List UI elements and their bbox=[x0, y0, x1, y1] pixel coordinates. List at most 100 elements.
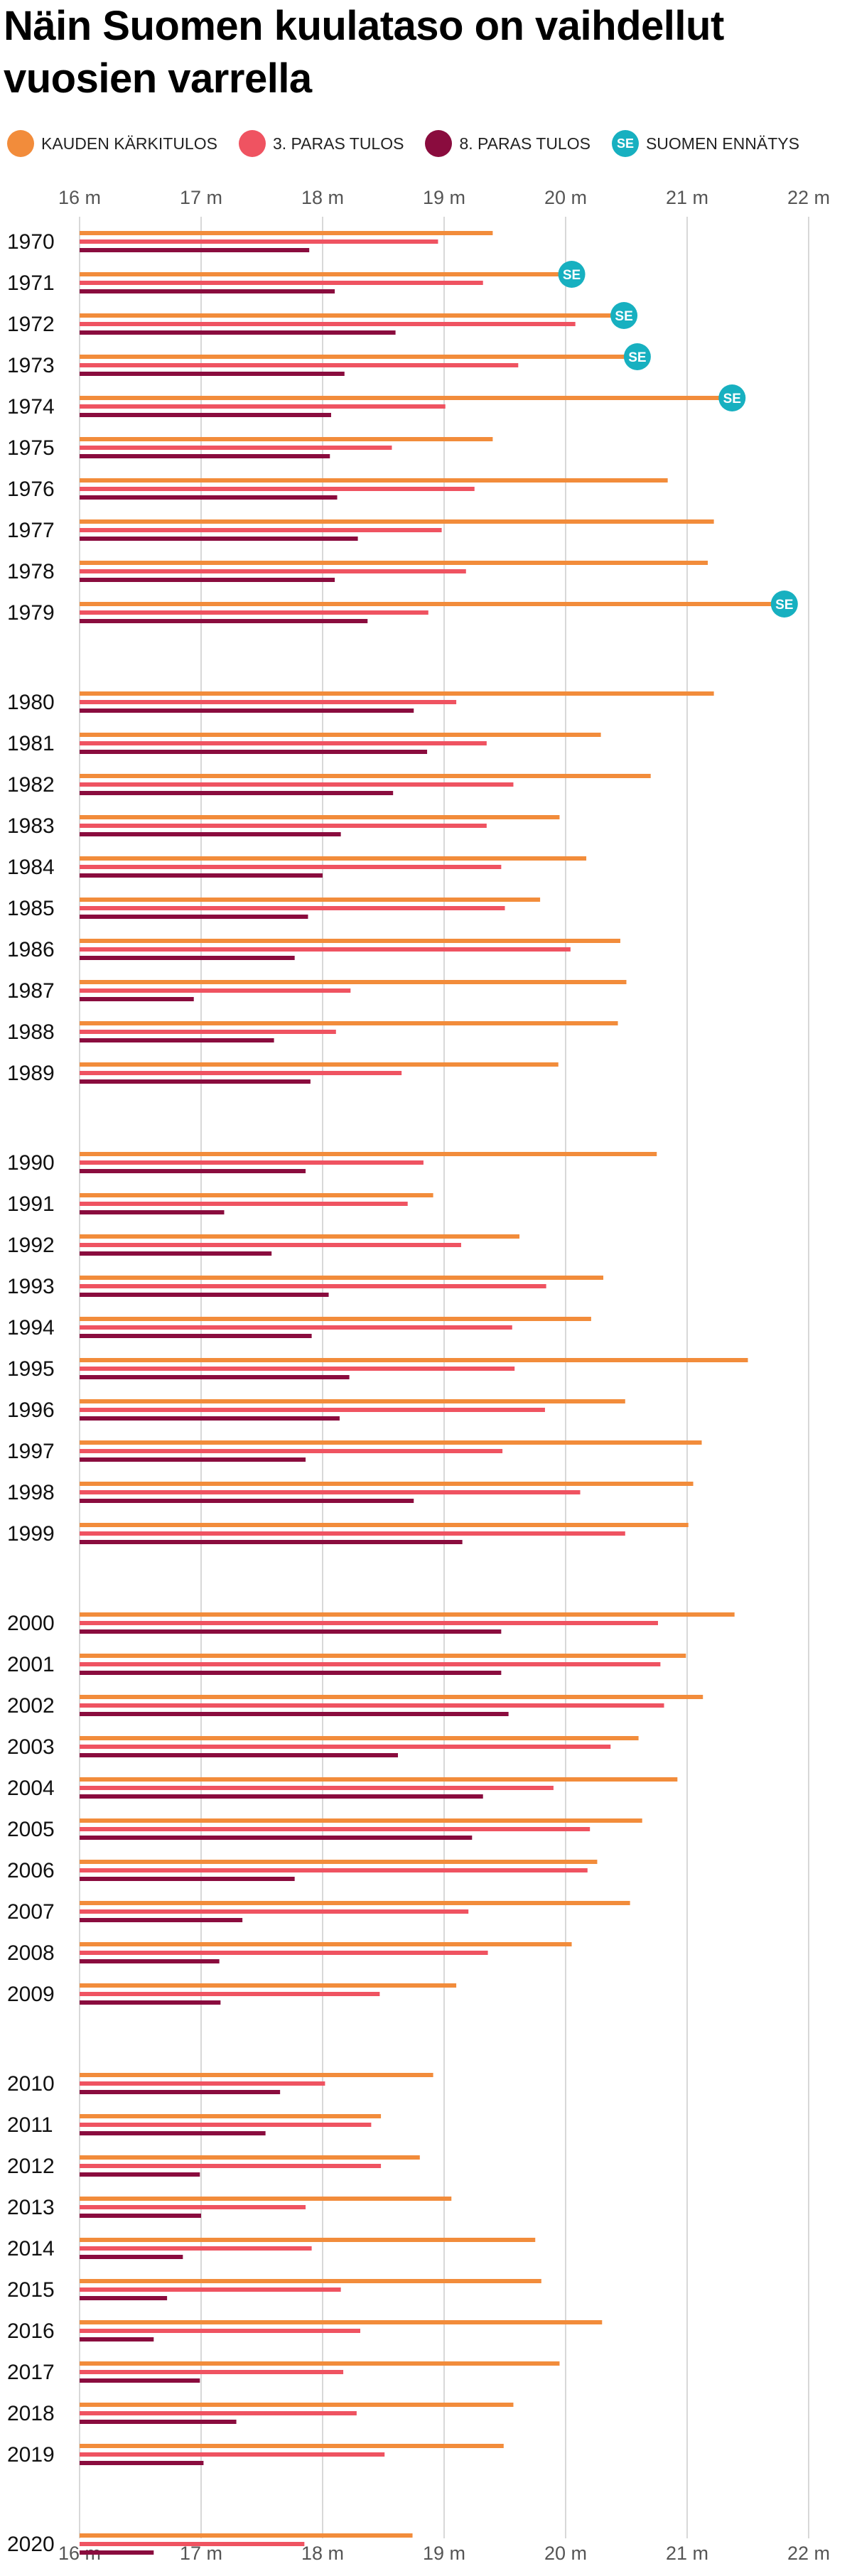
bar-best bbox=[80, 1901, 630, 1905]
bar-third bbox=[80, 1325, 512, 1330]
bar-eighth bbox=[80, 413, 331, 417]
bar-third bbox=[80, 2123, 372, 2127]
bar-best bbox=[80, 1523, 689, 1527]
bar-eighth bbox=[80, 1416, 340, 1421]
bar-third bbox=[80, 1160, 424, 1165]
bar-chart: 16 m16 m17 m17 m18 m18 m19 m19 m20 m20 m… bbox=[7, 187, 830, 2564]
bar-eighth bbox=[80, 2420, 237, 2424]
bar-eighth bbox=[80, 956, 295, 960]
bar-best bbox=[80, 1152, 657, 1156]
legend-item-eighth: 8. PARAS TULOS bbox=[425, 130, 591, 157]
bar-best bbox=[80, 2155, 420, 2160]
bar-best bbox=[80, 1612, 735, 1617]
bar-third bbox=[80, 1703, 664, 1708]
bar-eighth bbox=[80, 1671, 502, 1675]
bar-eighth bbox=[80, 1753, 399, 1757]
x-tick-label-top: 21 m bbox=[666, 187, 708, 208]
bar-eighth bbox=[80, 1712, 509, 1716]
year-label: 2009 bbox=[7, 1983, 55, 2006]
bar-best bbox=[80, 1358, 748, 1362]
bar-best bbox=[80, 2197, 452, 2201]
x-tick-label-bottom: 22 m bbox=[787, 2543, 830, 2564]
bar-eighth bbox=[80, 2337, 154, 2341]
year-label: 1987 bbox=[7, 979, 55, 1003]
bar-eighth bbox=[80, 1210, 225, 1214]
bar-third bbox=[80, 487, 475, 491]
bar-third bbox=[80, 2411, 357, 2415]
bar-eighth bbox=[80, 1079, 311, 1084]
bar-eighth bbox=[80, 2550, 154, 2555]
bar-best bbox=[80, 355, 637, 359]
record-marker-label: SE bbox=[723, 392, 741, 406]
bar-eighth bbox=[80, 578, 335, 582]
bar-third bbox=[80, 2452, 385, 2457]
bar-eighth bbox=[80, 2296, 168, 2300]
legend-label-eighth: 8. PARAS TULOS bbox=[459, 134, 591, 153]
bar-third bbox=[80, 1071, 402, 1075]
bar-eighth bbox=[80, 1629, 502, 1634]
bar-best bbox=[80, 2403, 514, 2407]
year-label: 2007 bbox=[7, 1900, 55, 1924]
bar-eighth bbox=[80, 1959, 220, 1963]
bar-eighth bbox=[80, 495, 338, 500]
bar-third bbox=[80, 2205, 306, 2209]
year-label: 2016 bbox=[7, 2319, 55, 2343]
year-label: 1999 bbox=[7, 1522, 55, 1546]
bar-third bbox=[80, 2081, 325, 2086]
bar-eighth bbox=[80, 2090, 281, 2094]
bar-third bbox=[80, 2164, 382, 2168]
year-label: 1983 bbox=[7, 814, 55, 838]
year-label: 2017 bbox=[7, 2361, 55, 2384]
year-label: 2006 bbox=[7, 1859, 55, 1882]
x-tick-label-bottom: 19 m bbox=[423, 2543, 465, 2564]
year-label: 2012 bbox=[7, 2155, 55, 2178]
year-label: 1980 bbox=[7, 691, 55, 714]
year-label: 2000 bbox=[7, 1612, 55, 1635]
bar-third bbox=[80, 1030, 336, 1034]
bar-best bbox=[80, 1276, 604, 1280]
bar-eighth bbox=[80, 708, 414, 713]
bar-third bbox=[80, 1449, 503, 1453]
legend-item-best: KAUDEN KÄRKITULOS bbox=[7, 130, 217, 157]
bar-eighth bbox=[80, 330, 396, 335]
bar-third bbox=[80, 2287, 341, 2292]
record-marker-label: SE bbox=[628, 350, 646, 365]
bar-eighth bbox=[80, 2378, 200, 2383]
legend-swatch-third bbox=[238, 130, 266, 157]
x-tick-label-bottom: 20 m bbox=[544, 2543, 587, 2564]
bar-eighth bbox=[80, 997, 194, 1001]
x-tick-label-bottom: 21 m bbox=[666, 2543, 708, 2564]
record-marker-label: SE bbox=[563, 268, 581, 283]
bar-third bbox=[80, 1202, 408, 1206]
x-tick-label-bottom: 18 m bbox=[301, 2543, 344, 2564]
bar-best bbox=[80, 856, 587, 861]
year-label: 1970 bbox=[7, 230, 55, 254]
bar-third bbox=[80, 281, 483, 285]
year-label: 1984 bbox=[7, 856, 55, 879]
bar-best bbox=[80, 2238, 536, 2242]
bar-best bbox=[80, 272, 572, 276]
bar-best bbox=[80, 1399, 625, 1403]
year-label: 1978 bbox=[7, 560, 55, 583]
bar-third bbox=[80, 2370, 344, 2374]
bar-third bbox=[80, 1868, 588, 1872]
bar-third bbox=[80, 1284, 546, 1288]
year-label: 1977 bbox=[7, 519, 55, 542]
year-label: 1994 bbox=[7, 1316, 55, 1340]
bar-best bbox=[80, 1818, 642, 1823]
bar-best bbox=[80, 2279, 541, 2283]
bar-third bbox=[80, 1827, 591, 1831]
record-marker-label: SE bbox=[775, 598, 793, 613]
legend: KAUDEN KÄRKITULOS 3. PARAS TULOS 8. PARA… bbox=[7, 128, 849, 159]
year-label: 2008 bbox=[7, 1941, 55, 1965]
bar-third bbox=[80, 446, 392, 450]
bar-best bbox=[80, 1317, 591, 1321]
year-label: 2019 bbox=[7, 2443, 55, 2467]
bar-eighth bbox=[80, 2461, 204, 2465]
bar-third bbox=[80, 1662, 661, 1666]
bar-eighth bbox=[80, 289, 335, 293]
year-label: 1995 bbox=[7, 1357, 55, 1381]
x-tick-label-top: 16 m bbox=[58, 187, 101, 208]
year-label: 1972 bbox=[7, 313, 55, 336]
bar-third bbox=[80, 569, 466, 573]
